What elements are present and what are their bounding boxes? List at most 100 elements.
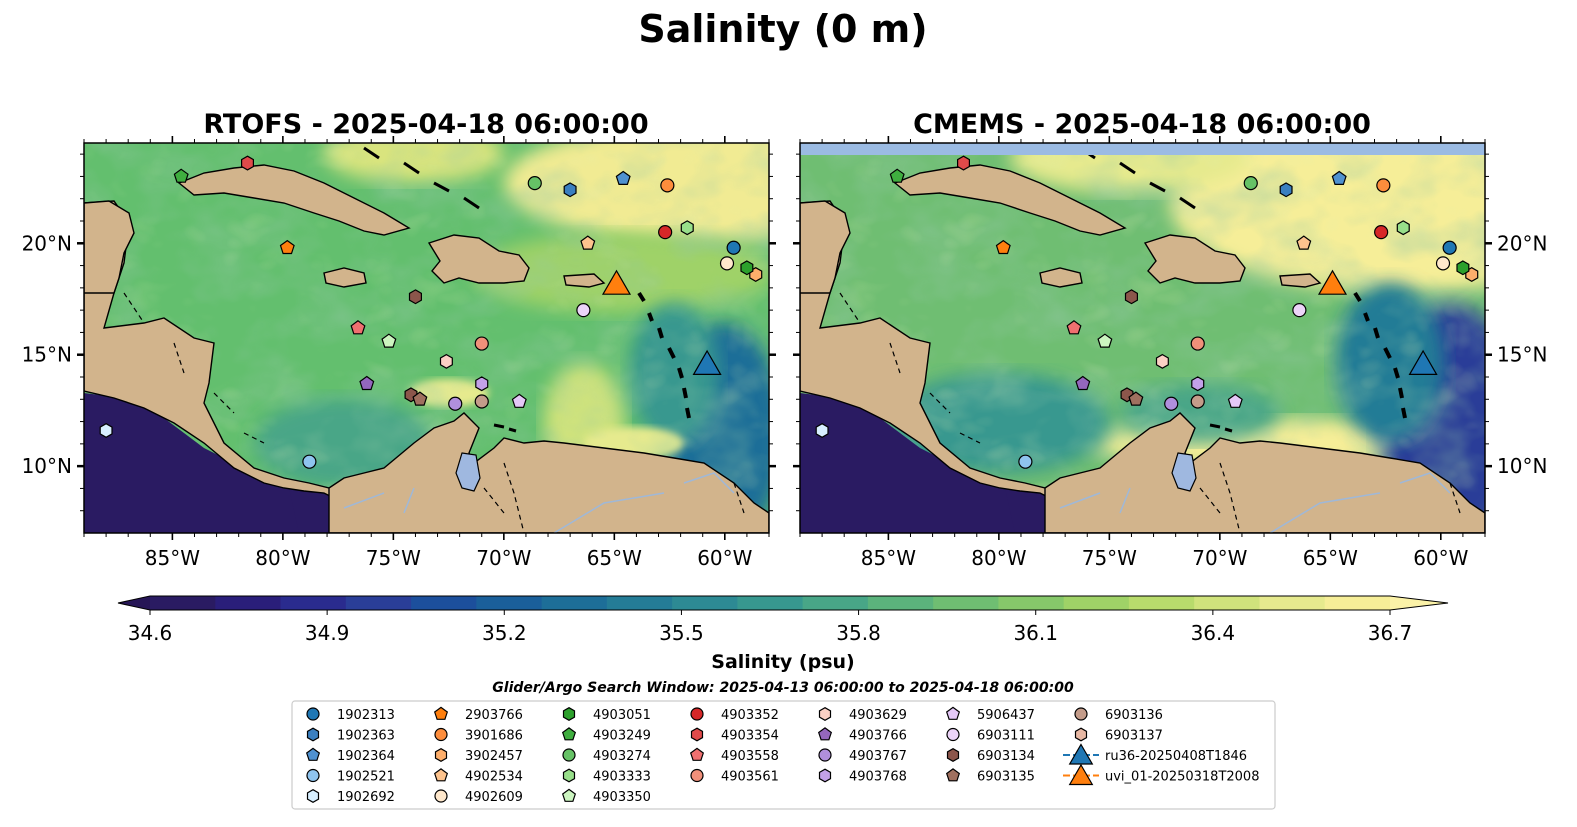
legend: 1902313 1902363 1902364 1902521 1902692 29037… [291, 700, 1276, 810]
land-puerto-rico [563, 273, 606, 288]
legend-marker [690, 768, 704, 783]
legend-label: 6903111 [977, 729, 1035, 744]
glider-ru36-20250408T1846 [1408, 349, 1438, 375]
legend-marker [306, 707, 320, 721]
legend-label: 6903136 [1105, 708, 1163, 723]
markers-cmems [815, 155, 1479, 469]
legend-marker [433, 768, 449, 782]
panel-title-rtofs: RTOFS - 2025-04-18 06:00:00 [203, 109, 648, 140]
legend-label: uvi_01-20250318T2008 [1105, 770, 1259, 785]
land-jamaica [1039, 267, 1083, 288]
legend-marker [817, 727, 833, 741]
colorbar-segment [1324, 596, 1391, 610]
legend-label: 4903274 [593, 749, 651, 764]
legend-marker [562, 748, 576, 762]
legend-marker [818, 768, 832, 783]
legend-marker [306, 768, 320, 783]
argo-float-4903354 [241, 155, 254, 171]
argo-float-1902364 [615, 170, 631, 186]
legend-label: 6903135 [977, 770, 1035, 785]
lat-ticks-cmems: 20°N 15°N 10°N [793, 153, 1547, 512]
lon-tick-label: 60°W [1413, 546, 1468, 570]
legend-marker [689, 747, 705, 761]
colorbar-segment [150, 596, 216, 610]
land-yucatan [84, 200, 135, 294]
argo-float-4903561 [474, 336, 489, 351]
lake-maracaibo [1171, 452, 1197, 492]
argo-float-4903350 [1097, 333, 1113, 348]
argo-float-4903274 [527, 176, 542, 191]
land-south-america [1044, 412, 1485, 533]
argo-float-6903135 [1128, 391, 1144, 406]
colorbar-tick-label: 34.6 [128, 621, 173, 645]
legend-label: 5906437 [977, 708, 1035, 723]
colorbar-segments [117, 595, 1449, 611]
colorbar-tick-label: 36.1 [1013, 621, 1058, 645]
argo-float-4903352 [1374, 225, 1389, 240]
argo-float-4903249 [889, 168, 905, 183]
argo-float-6903111 [576, 303, 591, 318]
colorbar-tick-label: 35.8 [836, 621, 881, 645]
argo-float-6903136 [1190, 394, 1205, 409]
colorbar-segment [476, 596, 543, 610]
land-hispaniola [427, 234, 530, 284]
lesser-antilles [1353, 291, 1407, 419]
markers-rtofs [99, 155, 763, 469]
lon-tick-label: 80°W [971, 546, 1026, 570]
legend-label: 3901686 [465, 729, 523, 744]
argo-float-4903274 [1243, 176, 1258, 191]
colorbar-extend-low [118, 596, 150, 610]
lon-tick-label: 70°W [1192, 546, 1247, 570]
glider-uvi_01-20250318T2008 [1317, 269, 1348, 295]
argo-float-1902363 [563, 182, 577, 198]
no-data-band [800, 143, 1485, 155]
map-area-cmems [800, 143, 1485, 533]
legend-marker [945, 706, 961, 720]
colorbar-segment [345, 596, 412, 610]
colorbar-tick-label: 36.7 [1368, 621, 1413, 645]
land-south-america [328, 412, 769, 533]
lake-maracaibo [455, 452, 481, 492]
argo-float-3901686 [660, 178, 675, 193]
lon-tick-label: 85°W [145, 546, 200, 570]
lat-tick-label: 15°N [1497, 343, 1547, 367]
argo-float-4903051 [740, 260, 754, 276]
argo-float-1902313 [1442, 240, 1457, 255]
legend-marker [1068, 763, 1094, 786]
legend-label: 2903766 [465, 708, 523, 723]
legend-label: 4903629 [849, 708, 907, 723]
argo-float-4903249 [173, 168, 189, 183]
legend-label: ru36-20250408T1846 [1105, 749, 1247, 764]
legend-marker [818, 748, 832, 762]
argo-float-4903350 [381, 333, 397, 348]
land-cuba [893, 164, 1127, 236]
map-frame [799, 142, 1486, 534]
colorbar-extend-high [1390, 596, 1448, 610]
colorbar-segment [998, 596, 1065, 610]
land-jamaica [323, 267, 367, 288]
argo-float-5906437 [1227, 393, 1243, 408]
colorbar-segment [1259, 596, 1326, 610]
colorbar-segment [802, 596, 869, 610]
legend-label: 4903051 [593, 708, 651, 723]
land-puerto-rico [1279, 273, 1322, 288]
legend-label: 4902534 [465, 770, 523, 785]
colorbar-segment [1128, 596, 1195, 610]
legend-label: 1902364 [337, 749, 395, 764]
lon-ticks-rtofs: 85°W 80°W 75°W 70°W 65°W 60°W [83, 136, 770, 570]
pacific-ocean [84, 393, 309, 533]
colorbar-segment [606, 596, 673, 610]
legend-marker [306, 727, 320, 742]
colorbar-tick-label: 35.2 [482, 621, 527, 645]
argo-float-4902609 [719, 256, 735, 271]
legend-box [291, 700, 1276, 810]
lat-tick-label: 15°N [22, 343, 72, 367]
legend-label: 4903766 [849, 729, 907, 744]
legend-marker [945, 768, 961, 782]
argo-float-4903766 [1075, 375, 1091, 391]
legend-marker [690, 727, 704, 742]
lon-tick-label: 80°W [255, 546, 310, 570]
argo-float-1902521 [302, 454, 317, 469]
colorbar-segment [933, 596, 1000, 610]
lon-tick-label: 65°W [1303, 546, 1358, 570]
